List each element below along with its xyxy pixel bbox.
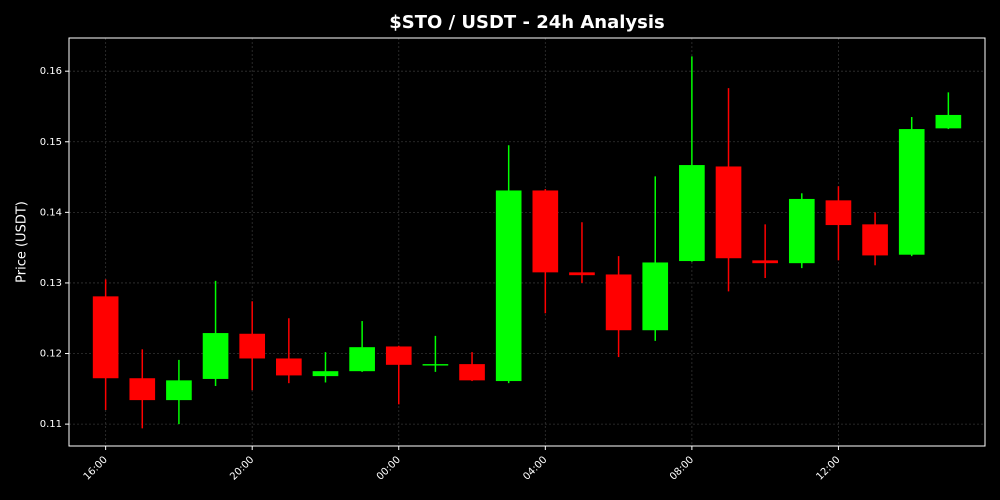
y-tick-label: 0.11 xyxy=(40,419,62,430)
candle-body xyxy=(605,274,632,331)
candle-body xyxy=(312,371,339,377)
candle-body xyxy=(239,333,266,359)
candle-body xyxy=(532,190,559,273)
candle-body xyxy=(495,190,522,382)
candle-body xyxy=(642,262,669,331)
candle-body xyxy=(166,380,192,401)
y-tick-label: 0.16 xyxy=(40,66,62,77)
candle-body xyxy=(349,347,375,372)
candle-body xyxy=(459,364,485,381)
y-tick-label: 0.12 xyxy=(40,349,62,360)
candle-body xyxy=(825,200,852,226)
y-axis-label: Price (USDT) xyxy=(15,201,30,283)
plot-frame xyxy=(68,37,986,447)
y-tick-label: 0.15 xyxy=(40,137,62,148)
candle-body xyxy=(422,364,449,366)
candle-body xyxy=(129,378,156,401)
candle-body xyxy=(752,260,778,264)
chart-title: $STO / USDT - 24h Analysis xyxy=(389,12,665,33)
candle-body xyxy=(679,165,705,262)
candle-body xyxy=(898,129,925,255)
candle-body xyxy=(276,358,302,376)
candle-body xyxy=(385,346,412,365)
candle-body xyxy=(202,333,229,379)
candle-body xyxy=(788,198,815,264)
candle-body xyxy=(92,296,119,379)
candle-body xyxy=(935,114,962,129)
y-tick-label: 0.13 xyxy=(40,278,62,289)
candle-body xyxy=(715,166,742,259)
candle-body xyxy=(862,224,888,256)
candle-body xyxy=(569,272,595,276)
y-tick-label: 0.14 xyxy=(40,207,62,218)
